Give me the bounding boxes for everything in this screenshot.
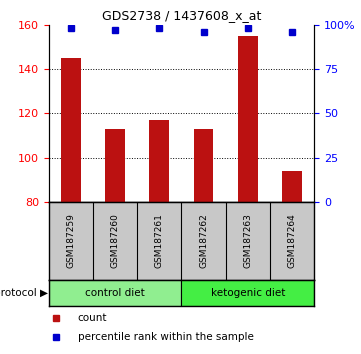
Text: GSM187262: GSM187262 bbox=[199, 213, 208, 268]
Text: GSM187263: GSM187263 bbox=[243, 213, 252, 268]
Text: control diet: control diet bbox=[85, 288, 145, 298]
Text: GSM187260: GSM187260 bbox=[110, 213, 119, 268]
Text: count: count bbox=[78, 313, 107, 322]
Bar bbox=[238, 36, 258, 202]
Bar bbox=[49, 280, 181, 306]
Bar bbox=[282, 171, 302, 202]
Text: GSM187264: GSM187264 bbox=[287, 213, 296, 268]
Text: ketogenic diet: ketogenic diet bbox=[210, 288, 285, 298]
Title: GDS2738 / 1437608_x_at: GDS2738 / 1437608_x_at bbox=[102, 9, 261, 22]
Bar bbox=[105, 129, 125, 202]
Bar bbox=[193, 129, 213, 202]
Bar bbox=[149, 120, 169, 202]
Text: protocol ▶: protocol ▶ bbox=[0, 288, 48, 298]
Bar bbox=[61, 58, 81, 202]
Bar bbox=[181, 280, 314, 306]
Text: percentile rank within the sample: percentile rank within the sample bbox=[78, 332, 253, 342]
Text: GSM187261: GSM187261 bbox=[155, 213, 164, 268]
Text: GSM187259: GSM187259 bbox=[66, 213, 75, 268]
